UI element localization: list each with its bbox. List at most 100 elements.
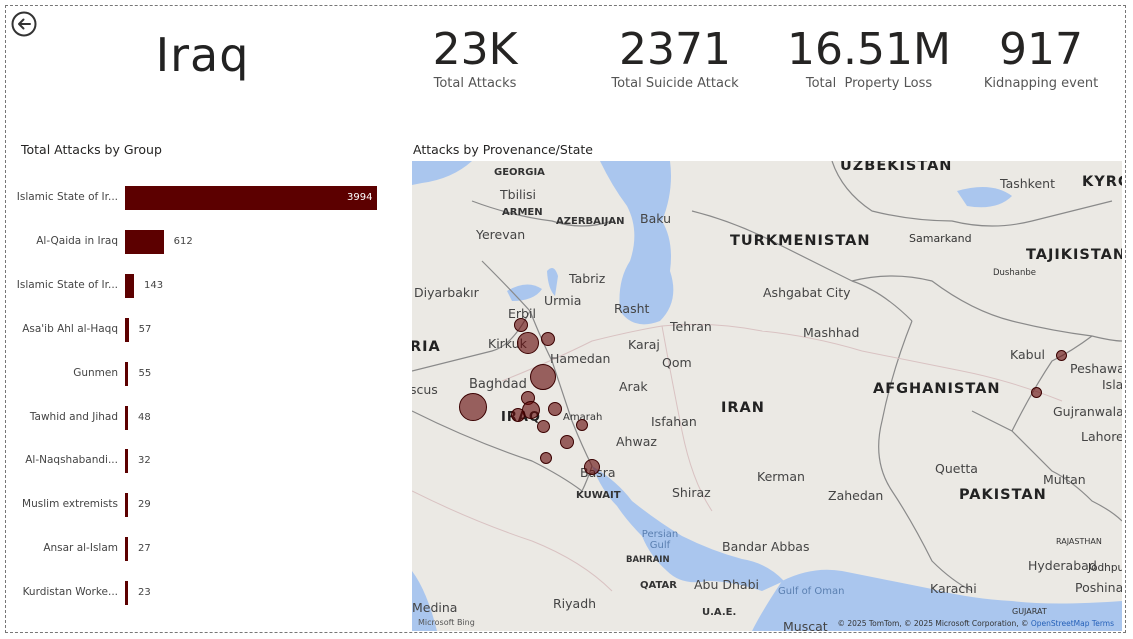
bar-category-label: Al-Naqshabandi...: [25, 454, 118, 466]
bar[interactable]: [125, 230, 164, 254]
map-bubble[interactable]: [536, 419, 550, 433]
map-label-city: Hyderabad: [1028, 558, 1097, 573]
bar[interactable]: [125, 318, 129, 342]
map-bubble[interactable]: [530, 364, 556, 390]
map-bubble[interactable]: [459, 393, 487, 421]
kpi-total-suicide-attack: 2371 Total Suicide Attack: [605, 24, 745, 91]
bar-row[interactable]: Islamic State of Ir... 143: [10, 274, 390, 298]
bar-value-label: 3994: [347, 192, 373, 203]
kpi-value: 2371: [619, 24, 731, 75]
bar-value-label: 55: [138, 368, 152, 379]
map-label-water: Gulf of Oman: [778, 586, 845, 597]
bar-row[interactable]: Al-Naqshabandi... 32: [10, 449, 390, 473]
map-bubble[interactable]: [548, 402, 562, 416]
map-label-city: Samarkand: [909, 232, 972, 245]
bar[interactable]: [125, 581, 128, 605]
map-bubble[interactable]: [560, 435, 574, 449]
bar-row[interactable]: Tawhid and Jihad 48: [10, 406, 390, 430]
terms-link[interactable]: Terms: [1089, 619, 1114, 628]
map-basemap: [412, 161, 1122, 631]
map-label-city: Isla: [1102, 377, 1122, 392]
map-bubble[interactable]: [540, 452, 552, 464]
bar-row[interactable]: Muslim extremists 29: [10, 493, 390, 517]
map-label-country: U.A.E.: [702, 607, 737, 618]
back-button[interactable]: [11, 11, 37, 37]
map-attribution: © 2025 TomTom, © 2025 Microsoft Corporat…: [838, 619, 1115, 628]
bar-category-label: Al-Qaida in Iraq: [36, 235, 118, 247]
bar-category-label: Asa'ib Ahl al-Haqq: [22, 323, 118, 335]
bar[interactable]: [125, 537, 128, 561]
map-bubble[interactable]: [1055, 349, 1067, 361]
map-label-city: Hamedan: [550, 351, 611, 366]
map-label-city: Karachi: [930, 581, 977, 596]
bar[interactable]: [125, 274, 135, 298]
bar-category-label: Islamic State of Ir...: [16, 191, 118, 203]
kpi-value: 16.51M: [787, 24, 951, 75]
kpi-label: Total Suicide Attack: [611, 76, 739, 91]
map-label-city: Tehran: [670, 319, 712, 334]
bar-row[interactable]: Gunmen 55: [10, 362, 390, 386]
map-label-city: Jodhpur: [1088, 562, 1122, 574]
bar-row[interactable]: Ansar al-Islam 27: [10, 537, 390, 561]
bar-row[interactable]: Asa'ib Ahl al-Haqq 57: [10, 318, 390, 342]
bar[interactable]: [125, 449, 128, 473]
kpi-value: 23K: [432, 24, 518, 75]
map-bubble[interactable]: [511, 408, 525, 422]
map-label-city: Arak: [619, 379, 648, 394]
map-label-city: Quetta: [935, 461, 978, 476]
attribution-text: © 2025 TomTom, © 2025 Microsoft Corporat…: [837, 619, 1031, 628]
map-title: Attacks by Provenance/State: [413, 142, 593, 157]
bar-category-label: Kurdistan Worke...: [22, 586, 118, 598]
map-label-country: RAJASTHAN: [1056, 537, 1102, 546]
map-bubble[interactable]: [584, 459, 600, 475]
map-bubble[interactable]: [514, 318, 528, 332]
map-label-country: GEORGIA: [494, 167, 545, 178]
map-label-country: BAHRAIN: [626, 555, 670, 565]
map-label-city: Yerevan: [476, 227, 526, 242]
map-label-city: scus: [412, 382, 438, 397]
kpi-label: Total Attacks: [433, 76, 517, 91]
map-label-country: QATAR: [640, 580, 677, 591]
map-label-city: Bandar Abbas: [722, 539, 810, 554]
kpi-value: 917: [999, 24, 1083, 75]
bar[interactable]: [125, 186, 377, 210]
map-label-country: UZBEKISTAN: [840, 161, 953, 174]
map-label-city: Dushanbe: [993, 268, 1036, 278]
bar-category-label: Ansar al-Islam: [43, 542, 118, 554]
map-visual[interactable]: UZBEKISTAN KYRG TURKMENISTAN TAJIKISTAN …: [412, 161, 1122, 631]
map-label-city: Ahwaz: [616, 434, 657, 449]
map-label-city: Erbil: [508, 306, 536, 321]
map-label-city: Kerman: [757, 469, 805, 484]
map-label-city: Gujranwala: [1053, 404, 1122, 419]
bar-row[interactable]: Islamic State of Ir... 3994: [10, 186, 390, 210]
bar-row[interactable]: Kurdistan Worke... 23: [10, 581, 390, 605]
map-label-city: Qom: [662, 355, 692, 370]
bar[interactable]: [125, 362, 129, 386]
bar[interactable]: [125, 493, 128, 517]
bar-value-label: 29: [138, 499, 151, 510]
map-label-city: Tashkent: [1000, 176, 1055, 191]
map-label-country: AFGHANISTAN: [873, 381, 1001, 397]
map-bubble[interactable]: [1030, 386, 1042, 398]
bar-category-label: Tawhid and Jihad: [29, 411, 118, 423]
map-label-city: Lahore: [1081, 429, 1122, 444]
map-bubble[interactable]: [517, 332, 539, 354]
map-label-water: Persian Gulf: [641, 529, 679, 551]
bar-value-label: 48: [138, 412, 151, 423]
map-label-city: Multan: [1043, 472, 1086, 487]
map-bubble[interactable]: [576, 419, 588, 431]
map-label-city: Poshina: [1075, 580, 1122, 595]
map-label-city: Riyadh: [553, 596, 597, 611]
bar-row[interactable]: Al-Qaida in Iraq 612: [10, 230, 390, 254]
map-label-country: ARMEN: [502, 207, 543, 218]
map-bubble[interactable]: [541, 332, 555, 346]
map-label-city: Medina: [412, 600, 458, 615]
map-label-city: Abu Dhabi: [694, 577, 759, 592]
map-logo: Microsoft Bing: [418, 618, 475, 627]
bar-value-label: 32: [138, 455, 151, 466]
map-label-city: Zahedan: [828, 488, 884, 503]
bar-chart-title: Total Attacks by Group: [21, 142, 162, 157]
bar[interactable]: [125, 406, 129, 430]
map-label-city: Mashhad: [803, 325, 860, 340]
attribution-link[interactable]: OpenStreetMap: [1030, 619, 1090, 628]
